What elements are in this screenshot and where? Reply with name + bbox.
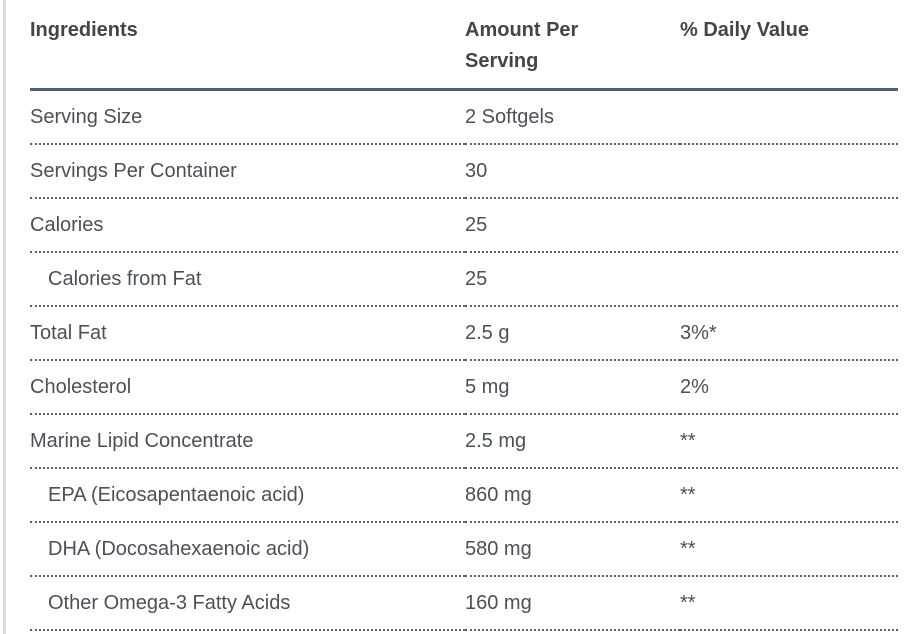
column-header-label: % Daily Value (680, 19, 809, 41)
column-header-amount-per-serving: Amount Per Serving (465, 0, 680, 91)
column-header-daily-value: % Daily Value (680, 0, 898, 91)
table-row: DHA (Docosahexaenoic acid) 580 mg ** (30, 522, 898, 577)
ingredient-name-cell: EPA (Eicosapentaenoic acid) (30, 468, 465, 523)
amount-per-serving-cell: 5 mg (465, 360, 680, 415)
header-row: Ingredients Amount Per Serving % Daily V… (30, 0, 898, 91)
table-row: Cholesterol 5 mg 2% (30, 360, 898, 415)
amount-per-serving-cell: 2.5 g (465, 306, 680, 361)
amount-per-serving-cell: 160 mg (465, 576, 680, 631)
amount-per-serving-cell: 25 (465, 252, 680, 307)
column-header-label: Ingredients (30, 19, 138, 41)
table-row: Total Fat 2.5 g 3%* (30, 306, 898, 361)
amount-per-serving-cell: 2 Softgels (465, 89, 680, 145)
table-row: Marine Lipid Concentrate 2.5 mg ** (30, 414, 898, 469)
amount-per-serving-cell: 860 mg (465, 468, 680, 523)
ingredient-name-cell: Total Fat (30, 306, 465, 361)
amount-per-serving-cell: 30 (465, 144, 680, 199)
amount-per-serving-cell: 25 (465, 198, 680, 253)
ingredient-name-cell: Servings Per Container (30, 144, 465, 199)
daily-value-cell: 3%* (680, 306, 898, 361)
ingredient-name-cell: Other Omega-3 Fatty Acids (30, 576, 465, 631)
column-header-ingredients: Ingredients (30, 0, 465, 91)
daily-value-cell: ** (680, 522, 898, 577)
column-header-label: Amount Per Serving (465, 19, 579, 72)
daily-value-cell (680, 144, 898, 199)
daily-value-cell (680, 252, 898, 307)
ingredient-name-cell: Calories from Fat (30, 252, 465, 307)
table-row: Calories 25 (30, 198, 898, 253)
ingredient-name-cell: Calories (30, 198, 465, 253)
daily-value-cell (680, 198, 898, 253)
daily-value-cell: ** (680, 576, 898, 631)
page-left-border (3, 0, 6, 634)
daily-value-cell: ** (680, 468, 898, 523)
table-row: EPA (Eicosapentaenoic acid) 860 mg ** (30, 468, 898, 523)
supplement-facts-table: Ingredients Amount Per Serving % Daily V… (30, 0, 898, 631)
table-row: Serving Size 2 Softgels (30, 89, 898, 145)
amount-per-serving-cell: 2.5 mg (465, 414, 680, 469)
daily-value-cell: ** (680, 414, 898, 469)
daily-value-cell (680, 89, 898, 145)
ingredient-name-cell: Serving Size (30, 89, 465, 145)
ingredient-name-cell: DHA (Docosahexaenoic acid) (30, 522, 465, 577)
amount-per-serving-cell: 580 mg (465, 522, 680, 577)
ingredient-name-cell: Marine Lipid Concentrate (30, 414, 465, 469)
table-header: Ingredients Amount Per Serving % Daily V… (30, 0, 898, 91)
ingredient-name-cell: Cholesterol (30, 360, 465, 415)
table-row: Servings Per Container 30 (30, 144, 898, 199)
table-body: Serving Size 2 Softgels Servings Per Con… (30, 89, 898, 631)
table-row: Other Omega-3 Fatty Acids 160 mg ** (30, 576, 898, 631)
table-row: Calories from Fat 25 (30, 252, 898, 307)
daily-value-cell: 2% (680, 360, 898, 415)
